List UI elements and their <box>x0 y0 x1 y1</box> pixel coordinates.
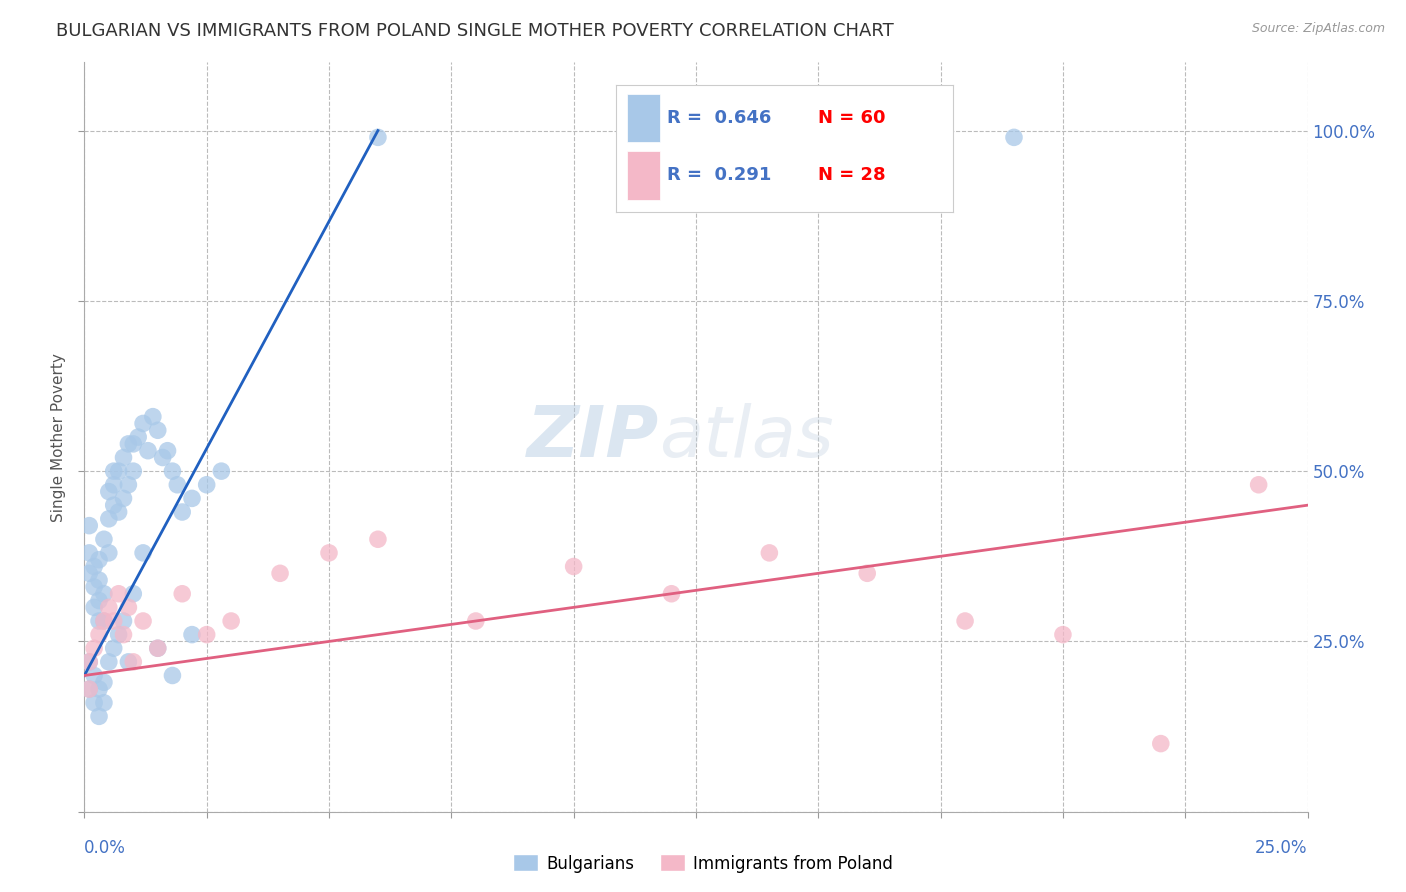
Point <box>172 587 194 601</box>
Point <box>93 614 115 628</box>
Point <box>146 641 169 656</box>
Point <box>103 614 125 628</box>
Text: atlas: atlas <box>659 402 834 472</box>
Text: 25.0%: 25.0% <box>1256 839 1308 857</box>
Point <box>112 491 135 506</box>
Point <box>1247 477 1270 491</box>
Point <box>562 559 585 574</box>
Point <box>77 566 100 581</box>
Point <box>112 614 135 628</box>
Point <box>117 600 139 615</box>
Point <box>162 668 184 682</box>
Y-axis label: Single Mother Poverty: Single Mother Poverty <box>51 352 66 522</box>
Point <box>83 559 105 574</box>
Point <box>1052 627 1074 641</box>
Point <box>117 477 139 491</box>
Point <box>162 464 184 478</box>
Point <box>1150 737 1173 751</box>
Point <box>146 641 169 656</box>
Point <box>181 491 204 506</box>
Point <box>132 417 155 431</box>
Point <box>367 130 389 145</box>
Point <box>107 464 129 478</box>
Point <box>181 627 204 641</box>
Point <box>77 546 100 560</box>
Text: Source: ZipAtlas.com: Source: ZipAtlas.com <box>1251 22 1385 36</box>
Point <box>77 682 100 697</box>
Point <box>367 533 389 547</box>
Point <box>1002 130 1025 145</box>
Point <box>112 627 135 641</box>
Point <box>122 464 145 478</box>
Point <box>87 593 110 607</box>
Point <box>156 443 179 458</box>
Point <box>142 409 165 424</box>
Text: 0.0%: 0.0% <box>84 839 127 857</box>
Point <box>107 505 129 519</box>
Point <box>318 546 340 560</box>
Point <box>953 614 976 628</box>
Point <box>117 655 139 669</box>
Point <box>97 512 120 526</box>
Point <box>464 614 486 628</box>
Point <box>93 587 115 601</box>
Point <box>77 655 100 669</box>
Point <box>83 696 105 710</box>
Point <box>93 614 115 628</box>
Point <box>219 614 242 628</box>
Point <box>83 668 105 682</box>
Point <box>127 430 149 444</box>
Point <box>83 600 105 615</box>
Point <box>97 484 120 499</box>
Point <box>103 641 125 656</box>
Point <box>77 682 100 697</box>
Point <box>77 518 100 533</box>
Point <box>103 464 125 478</box>
Point <box>107 627 129 641</box>
Point <box>97 600 120 615</box>
Point <box>103 477 125 491</box>
Point <box>152 450 174 465</box>
Point <box>172 505 194 519</box>
Point <box>87 552 110 566</box>
Point <box>209 464 232 478</box>
Point <box>122 587 145 601</box>
Point <box>132 614 155 628</box>
Point <box>166 477 188 491</box>
Point <box>87 627 110 641</box>
Point <box>117 437 139 451</box>
Point <box>87 682 110 697</box>
Point <box>195 477 218 491</box>
Point <box>136 443 159 458</box>
Point <box>122 655 145 669</box>
Text: BULGARIAN VS IMMIGRANTS FROM POLAND SINGLE MOTHER POVERTY CORRELATION CHART: BULGARIAN VS IMMIGRANTS FROM POLAND SING… <box>56 22 894 40</box>
Point <box>93 533 115 547</box>
Point <box>132 546 155 560</box>
Point <box>87 709 110 723</box>
Point <box>758 546 780 560</box>
Point <box>856 566 879 581</box>
Text: ZIP: ZIP <box>527 402 659 472</box>
Legend: Bulgarians, Immigrants from Poland: Bulgarians, Immigrants from Poland <box>506 847 900 880</box>
Point <box>83 641 105 656</box>
Point <box>146 423 169 437</box>
Point <box>103 498 125 512</box>
Point <box>83 580 105 594</box>
Point <box>195 627 218 641</box>
Point <box>112 450 135 465</box>
Point <box>87 573 110 587</box>
Point <box>97 546 120 560</box>
Point <box>77 655 100 669</box>
Point <box>661 587 683 601</box>
Point <box>269 566 291 581</box>
Point <box>122 437 145 451</box>
Point <box>93 675 115 690</box>
Point <box>93 696 115 710</box>
Point <box>87 614 110 628</box>
Point <box>107 587 129 601</box>
Point <box>97 655 120 669</box>
